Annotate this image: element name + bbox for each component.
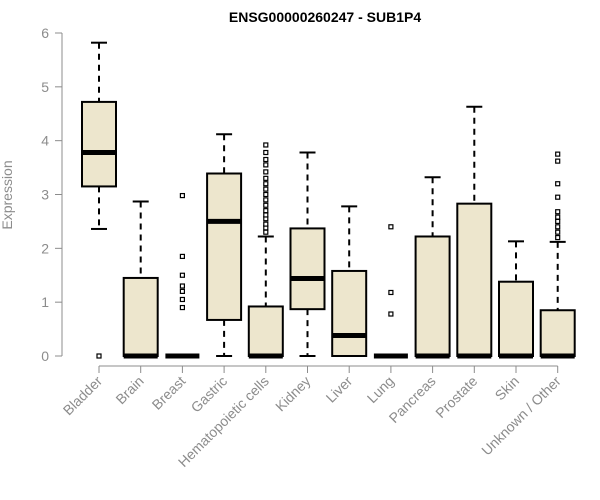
outlier-point	[179, 192, 185, 199]
box-body	[206, 172, 243, 321]
outlier-point	[263, 186, 269, 192]
outlier-point	[179, 253, 185, 260]
outlier-point	[179, 272, 185, 278]
box-breast	[165, 192, 200, 359]
box-body	[122, 276, 159, 358]
box-body	[498, 280, 534, 357]
outlier-point	[555, 194, 561, 200]
y-tick-label: 0	[41, 348, 49, 364]
x-tick-label: Unknown / Other	[478, 373, 564, 459]
box-body	[289, 227, 326, 311]
box-gastric	[206, 133, 243, 357]
outlier-point	[179, 283, 185, 289]
box-liver	[331, 205, 368, 357]
outlier-point	[263, 169, 269, 175]
y-tick-label: 1	[41, 294, 49, 310]
y-tick-label: 4	[41, 133, 49, 149]
y-tick-label: 2	[41, 240, 49, 256]
x-tick-label: Lung	[364, 373, 397, 406]
box-body	[539, 309, 576, 358]
y-tick-label: 3	[41, 187, 49, 203]
outlier-point	[263, 156, 269, 163]
x-tick-label: Prostate	[432, 373, 480, 421]
box-body	[414, 235, 451, 358]
box-unknown-other	[539, 151, 576, 359]
box-hematopoietic-cells	[247, 142, 284, 359]
outlier-point	[388, 289, 394, 296]
box-pancreas	[414, 176, 451, 359]
y-axis: 0 1 2 3 4 5 6	[41, 25, 63, 364]
box-brain	[122, 200, 159, 359]
outlier-point	[555, 229, 561, 235]
outlier-point	[179, 288, 185, 294]
outlier-point	[263, 221, 269, 227]
outlier-point	[263, 208, 269, 214]
outlier-point	[263, 212, 269, 218]
box-body	[456, 202, 493, 357]
y-axis-title: Expression	[0, 160, 15, 229]
x-tick-label: Liver	[323, 373, 356, 406]
box-skin	[498, 240, 534, 359]
outlier-point	[96, 353, 102, 359]
x-tick-label: Kidney	[272, 373, 314, 415]
outlier-point	[388, 311, 394, 317]
outlier-point	[555, 234, 561, 241]
outlier-point	[555, 209, 561, 215]
outlier-point	[263, 202, 269, 208]
box-body	[247, 305, 284, 357]
box-body	[81, 100, 117, 188]
y-tick-label: 5	[41, 79, 49, 95]
chart-title: ENSG00000260247 - SUB1P4	[229, 9, 421, 25]
outlier-point	[263, 197, 269, 203]
outlier-point	[388, 224, 394, 230]
outlier-point	[263, 175, 269, 181]
box-kidney	[289, 151, 326, 357]
outlier-point	[263, 181, 269, 187]
outlier-point	[555, 181, 561, 187]
outlier-point	[555, 158, 561, 164]
x-tick-label: Skin	[492, 373, 523, 404]
box-series	[81, 41, 576, 359]
y-tick-label: 6	[41, 25, 49, 41]
outlier-point	[555, 224, 561, 230]
outlier-point	[263, 191, 269, 198]
outlier-point	[263, 142, 269, 148]
outlier-point	[263, 229, 269, 235]
box-body	[331, 269, 368, 357]
box-bladder	[81, 41, 117, 359]
x-tick-label: Brain	[112, 373, 146, 407]
box-prostate	[456, 105, 493, 359]
box-lung	[373, 224, 408, 359]
outlier-point	[555, 151, 561, 157]
outlier-point	[263, 149, 269, 156]
x-tick-label: Breast	[149, 373, 189, 413]
outlier-point	[179, 304, 185, 311]
outlier-point	[555, 218, 561, 225]
outlier-point	[555, 214, 561, 220]
outlier-point	[179, 296, 185, 303]
outlier-point	[263, 162, 269, 168]
x-tick-label: Bladder	[60, 373, 106, 419]
